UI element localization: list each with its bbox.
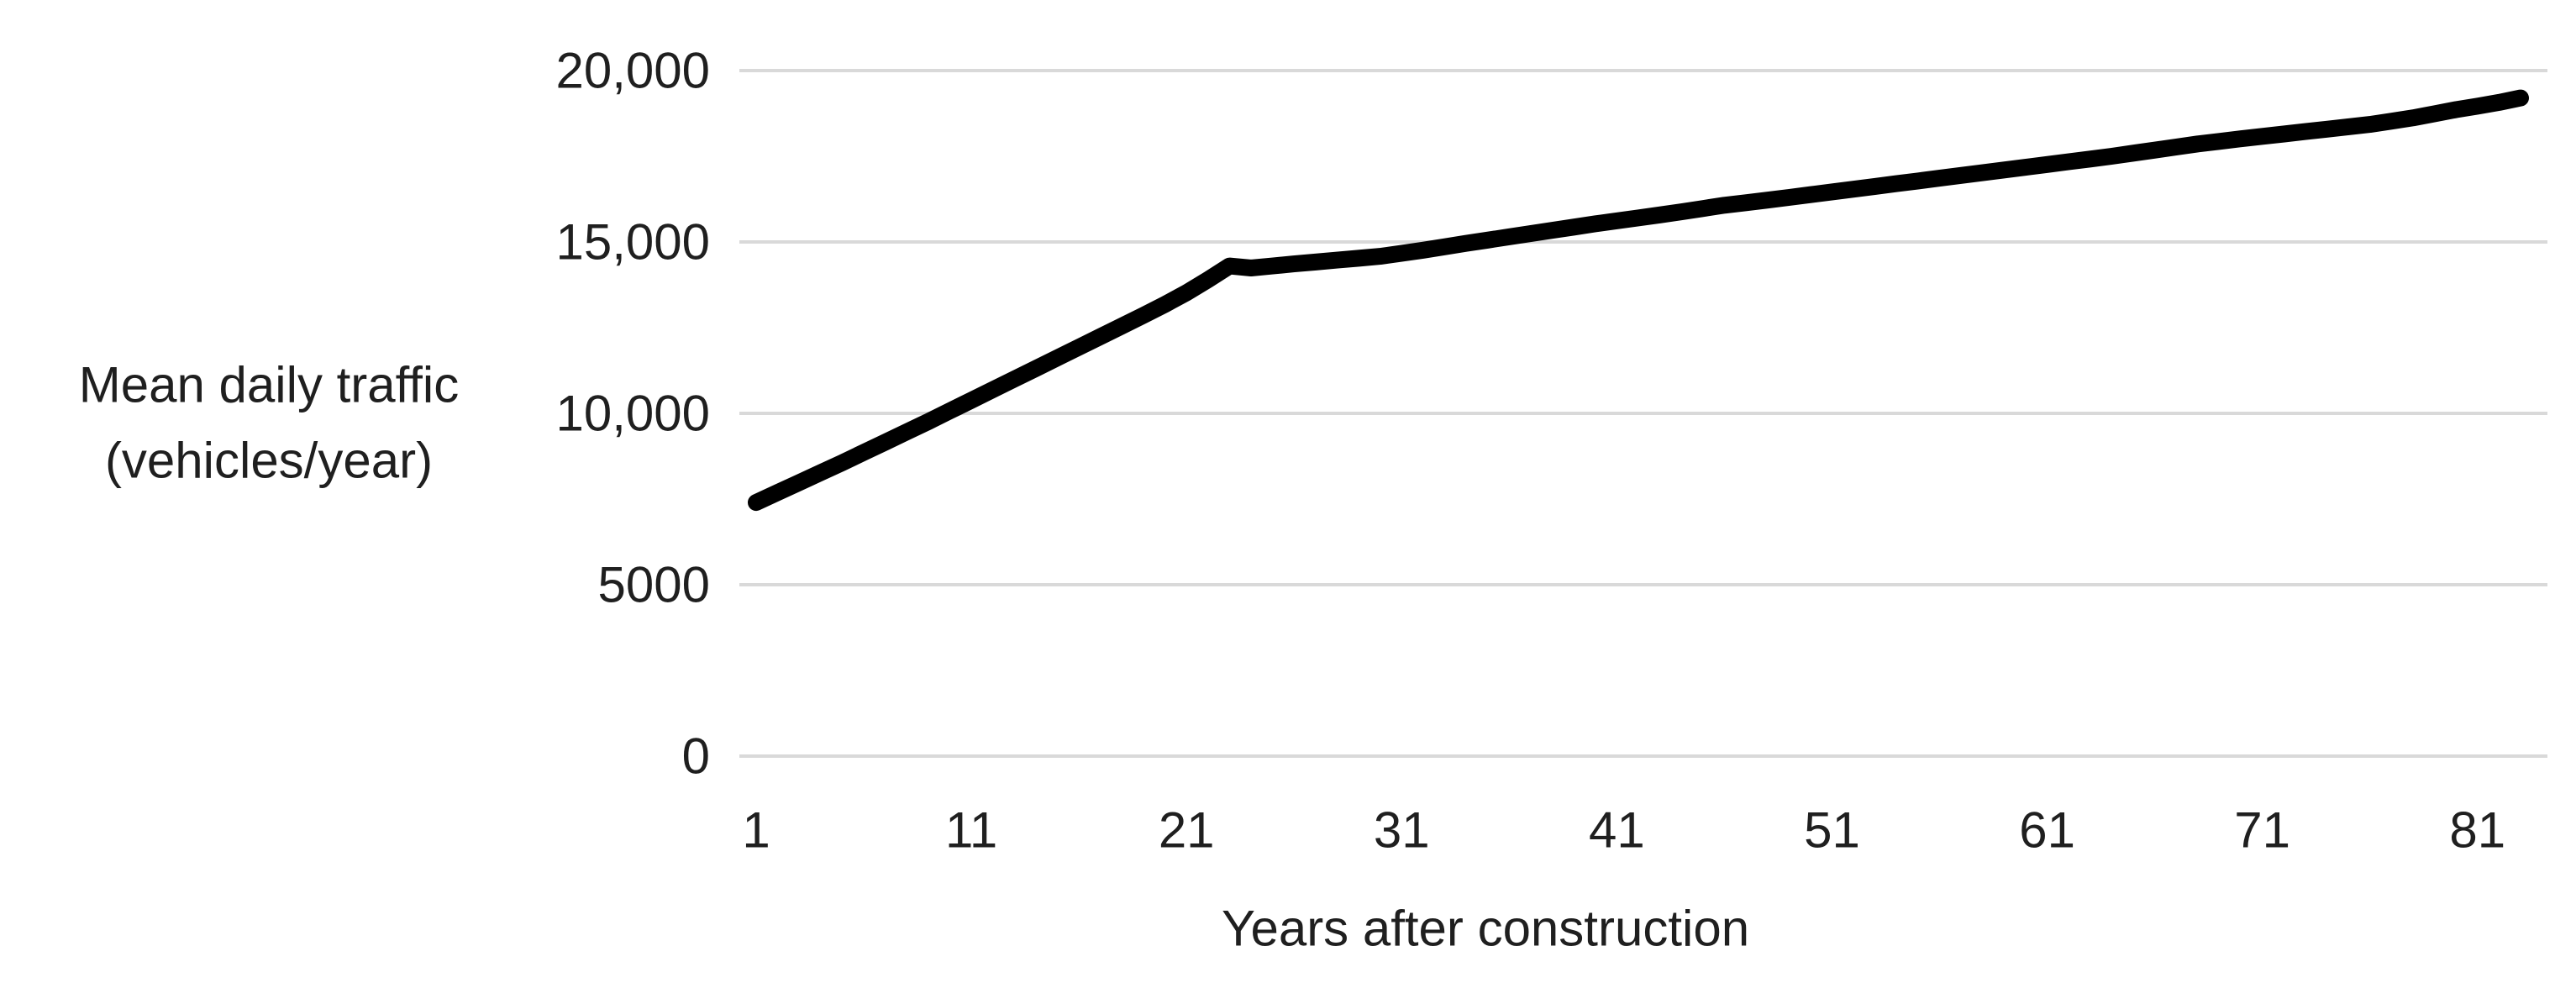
x-tick-label: 61 — [2019, 802, 2075, 859]
x-tick-label: 11 — [945, 802, 997, 859]
x-tick-label: 81 — [2449, 802, 2505, 859]
x-tick-label: 31 — [1374, 802, 1430, 859]
gridline-group — [739, 69, 2547, 758]
x-axis-tick-labels: 1 11 21 31 41 51 61 71 81 — [742, 802, 2505, 859]
y-axis-title-line2: (vehicles/year) — [105, 433, 433, 489]
x-tick-label: 1 — [742, 802, 770, 859]
x-axis-title: Years after construction — [1222, 901, 1749, 957]
y-tick-label: 15,000 — [555, 214, 710, 271]
y-tick-label: 20,000 — [555, 43, 710, 99]
y-tick-label: 5000 — [598, 557, 710, 613]
x-tick-label: 51 — [1804, 802, 1860, 859]
y-axis-title-line1: Mean daily traffic — [79, 357, 459, 413]
data-series-group — [748, 89, 2529, 512]
x-tick-label: 21 — [1159, 802, 1215, 859]
y-tick-label: 10,000 — [555, 386, 710, 442]
traffic-data-line — [748, 89, 2529, 512]
y-tick-label: 0 — [682, 728, 710, 785]
x-tick-label: 41 — [1589, 802, 1645, 859]
y-axis-tick-labels: 0 5000 10,000 15,000 20,000 — [555, 43, 710, 785]
x-tick-label: 71 — [2234, 802, 2290, 859]
